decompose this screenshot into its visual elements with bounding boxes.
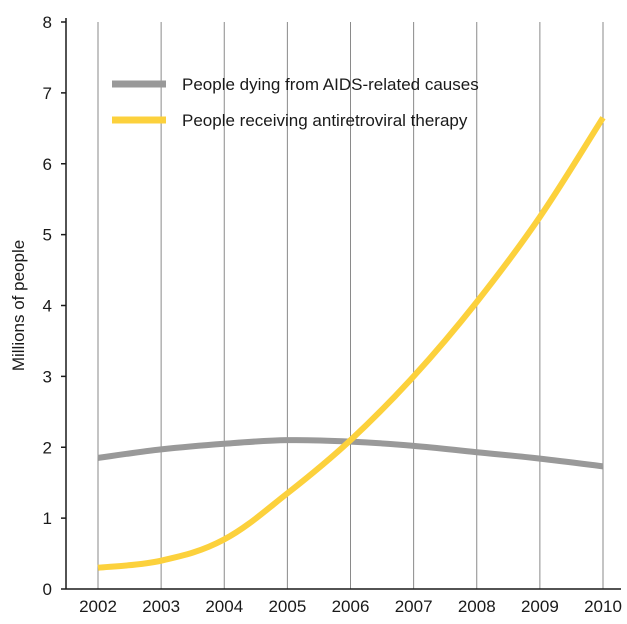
series-line-antiretroviral-therapy xyxy=(97,116,606,571)
y-axis-label: Millions of people xyxy=(9,240,28,371)
x-tick-label: 2009 xyxy=(521,597,559,616)
legend: People dying from AIDS-related causes Peo… xyxy=(112,75,479,130)
legend-label: People receiving antiretroviral therapy xyxy=(182,111,468,130)
x-tick-label: 2007 xyxy=(395,597,433,616)
y-tick-label: 0 xyxy=(43,580,52,599)
y-tick-label: 8 xyxy=(43,13,52,32)
y-tick-label: 3 xyxy=(43,367,52,386)
y-tick-label: 1 xyxy=(43,509,52,528)
x-tick-labels: 2002 2003 2004 2005 2006 2007 2008 2009 2010 xyxy=(79,597,622,616)
y-tick-labels: 0 1 2 3 4 5 6 7 8 xyxy=(43,13,66,599)
axes xyxy=(65,18,621,590)
x-tick-label: 2004 xyxy=(205,597,243,616)
x-tick-label: 2008 xyxy=(458,597,496,616)
x-tick-label: 2005 xyxy=(268,597,306,616)
y-tick-label: 7 xyxy=(43,84,52,103)
x-tick-label: 2003 xyxy=(142,597,180,616)
grid-lines xyxy=(97,22,604,589)
y-tick-label: 2 xyxy=(43,438,52,457)
x-tick-label: 2002 xyxy=(79,597,117,616)
x-tick-label: 2006 xyxy=(332,597,370,616)
series-lines xyxy=(97,116,606,571)
y-tick-label: 5 xyxy=(43,226,52,245)
x-tick-label: 2010 xyxy=(584,597,622,616)
legend-label: People dying from AIDS-related causes xyxy=(182,75,479,94)
y-tick-label: 6 xyxy=(43,155,52,174)
y-tick-label: 4 xyxy=(43,297,52,316)
